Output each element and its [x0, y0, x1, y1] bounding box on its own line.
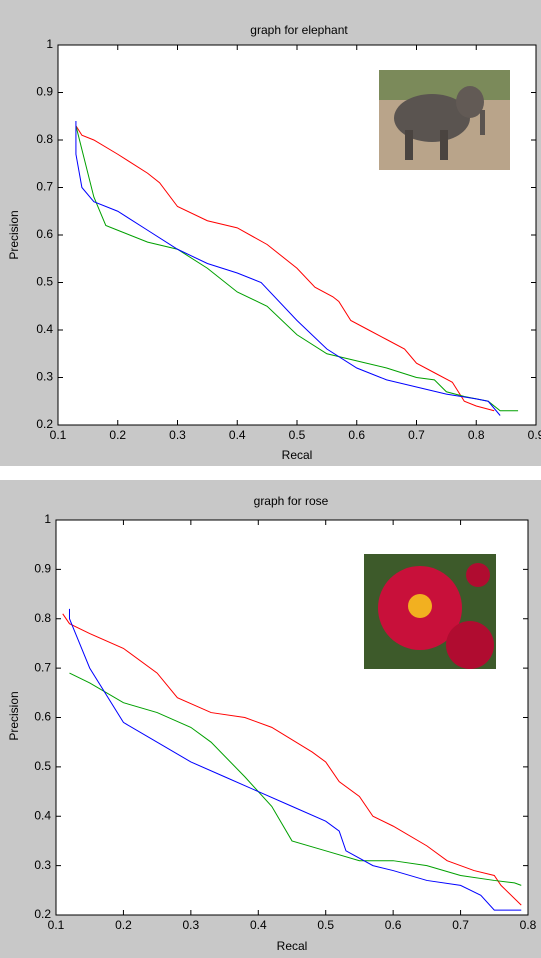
x-tick-label: 0.4 — [250, 918, 267, 932]
x-axis-label: Recal — [277, 939, 308, 953]
y-tick-label: 0.2 — [34, 907, 51, 921]
y-tick-label: 0.6 — [36, 227, 53, 241]
y-tick-label: 0.9 — [34, 562, 51, 576]
y-tick-label: 0.5 — [36, 275, 53, 289]
y-tick-label: 0.8 — [34, 611, 51, 625]
y-tick-label: 0.7 — [34, 660, 51, 674]
axes-box — [55, 519, 529, 916]
x-tick-label: 0.5 — [289, 428, 306, 442]
x-tick-label: 0.7 — [452, 918, 469, 932]
y-tick-label: 0.2 — [36, 417, 53, 431]
chart: graph for elephant Recal Precision 0.1 0.… — [0, 0, 541, 466]
y-tick-label: 0.4 — [34, 808, 51, 822]
x-tick-label: 0.1 — [50, 428, 67, 442]
chart-title: graph for elephant — [250, 23, 348, 37]
axes-box — [57, 44, 537, 426]
rose-photo — [364, 554, 496, 669]
x-tick-label: 0.6 — [348, 428, 365, 442]
series-line — [75, 121, 501, 416]
y-tick-label: 1 — [44, 512, 51, 526]
elephant-photo — [379, 70, 510, 170]
y-tick-label: 0.9 — [36, 85, 53, 99]
series-line — [62, 613, 522, 906]
x-tick-label: 0.5 — [317, 918, 334, 932]
y-tick-label: 0.6 — [34, 710, 51, 724]
y-axis-label: Precision — [7, 691, 21, 740]
y-tick-label: 0.5 — [34, 759, 51, 773]
x-tick-label: 0.3 — [183, 918, 200, 932]
x-tick-label: 0.8 — [468, 428, 485, 442]
y-tick-label: 0.4 — [36, 322, 53, 336]
series-line — [69, 672, 522, 886]
x-tick-label: 0.3 — [169, 428, 186, 442]
x-tick-label: 0.6 — [385, 918, 402, 932]
series-line — [75, 125, 495, 412]
x-tick-label: 0.4 — [229, 428, 246, 442]
x-tick-label: 0.2 — [115, 918, 132, 932]
y-tick-label: 0.8 — [36, 132, 53, 146]
series-line — [68, 608, 522, 911]
x-tick-label: 0.8 — [520, 918, 537, 932]
series-line — [75, 125, 519, 412]
x-tick-label: 0.9 — [528, 428, 541, 442]
y-axis-label: Precision — [7, 210, 21, 259]
y-tick-label: 0.7 — [36, 180, 53, 194]
x-axis-label: Recal — [282, 448, 313, 462]
x-tick-label: 0.2 — [109, 428, 126, 442]
x-tick-label: 0.7 — [408, 428, 425, 442]
y-tick-label: 0.3 — [34, 858, 51, 872]
y-tick-label: 1 — [46, 37, 53, 51]
chart-title: graph for rose — [254, 494, 329, 508]
chart: graph for rose Recal Precision 0.1 0.2 0.3… — [0, 480, 541, 958]
y-tick-label: 0.3 — [36, 370, 53, 384]
x-tick-label: 0.1 — [48, 918, 65, 932]
